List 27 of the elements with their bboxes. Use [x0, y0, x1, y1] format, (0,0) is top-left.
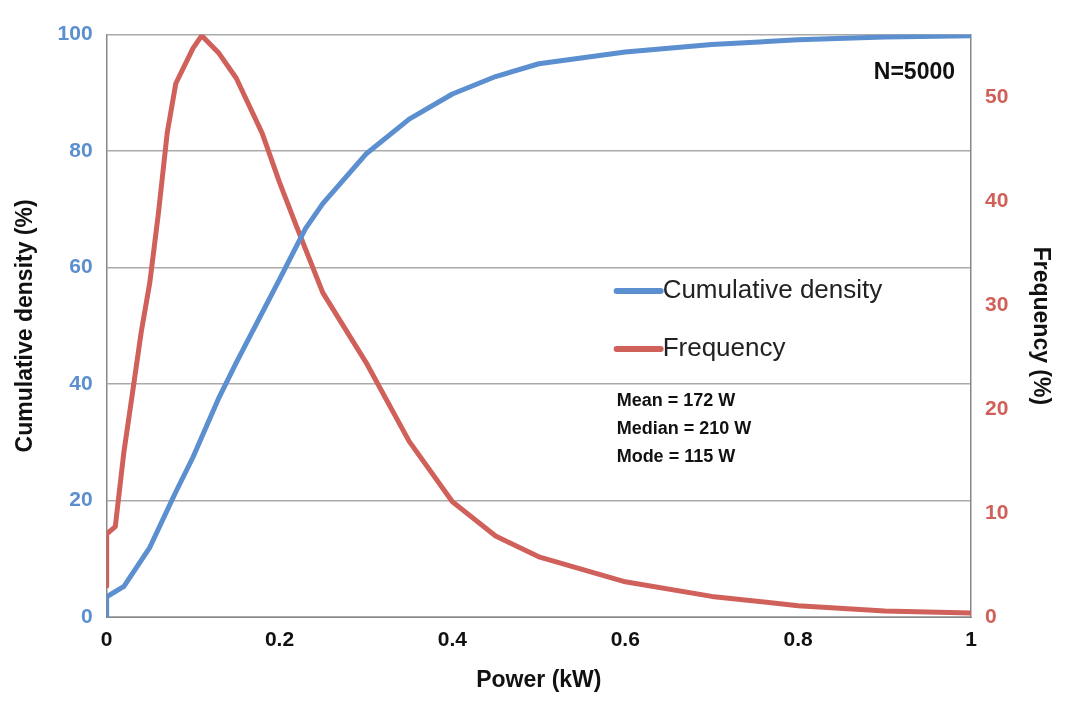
- y-tick-label: 60: [69, 254, 93, 278]
- y-tick-label: 80: [69, 137, 93, 161]
- y-tick-label: 20: [69, 487, 93, 511]
- y2-tick-label: 20: [985, 395, 1009, 419]
- y-tick-label: 100: [57, 21, 93, 45]
- y-axis-title: Cumulative density (%): [11, 199, 38, 453]
- x-tick-label: 1: [965, 626, 978, 650]
- y2-tick-label: 40: [985, 187, 1009, 211]
- y2-tick-label: 30: [985, 291, 1009, 315]
- annotation: Mean = 172 W: [616, 389, 736, 410]
- y-tick-label: 0: [80, 604, 93, 627]
- x-tick-label: 0: [100, 626, 113, 650]
- x-tick-label: 0.8: [783, 626, 814, 650]
- legend-label: Cumulative density: [662, 274, 883, 305]
- annotation: N=5000: [873, 57, 956, 84]
- y-tick-label: 40: [69, 370, 93, 394]
- x-tick-label: 0.4: [437, 626, 468, 650]
- y2-tick-label: 10: [985, 499, 1009, 523]
- legend-label: Frequency: [662, 332, 786, 363]
- x-tick-label: 0.2: [264, 626, 295, 650]
- x-tick-label: 0.6: [610, 626, 640, 650]
- y2-tick-label: 0: [985, 604, 997, 627]
- annotation: Median = 210 W: [616, 417, 752, 438]
- y2-tick-label: 50: [985, 83, 1009, 107]
- x-axis-title: Power (kW): [476, 665, 602, 692]
- annotation: Mode = 115 W: [616, 445, 736, 466]
- y2-axis-title: Frequency (%): [1028, 246, 1055, 406]
